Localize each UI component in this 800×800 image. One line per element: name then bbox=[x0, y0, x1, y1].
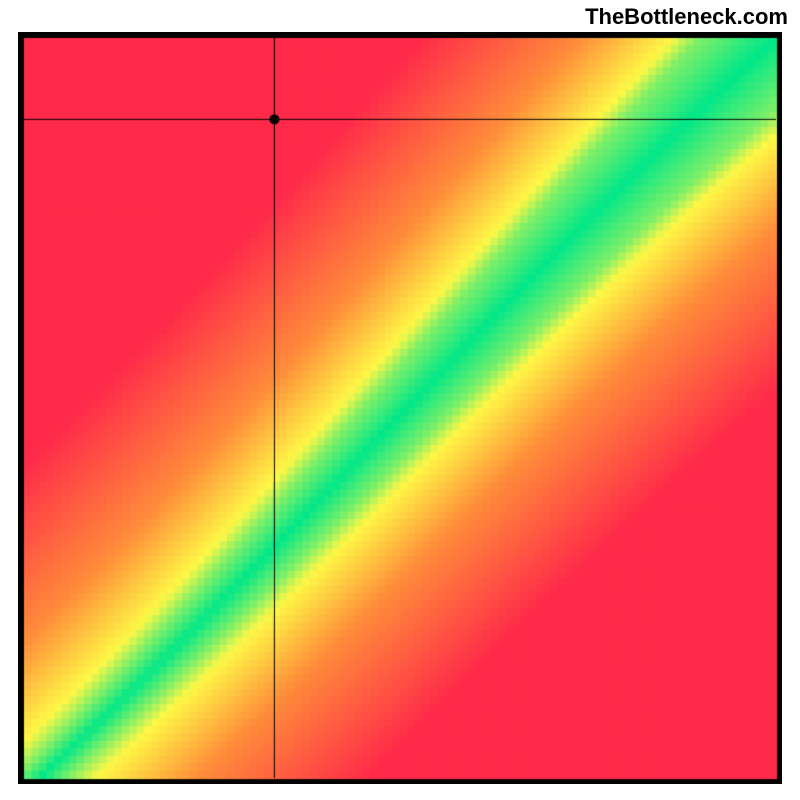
bottleneck-heatmap bbox=[18, 32, 782, 784]
watermark-text: TheBottleneck.com bbox=[585, 4, 788, 30]
